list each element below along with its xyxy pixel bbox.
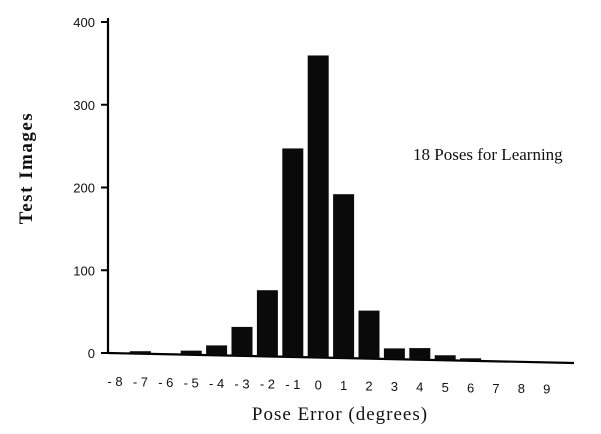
bar--3 <box>231 326 253 356</box>
x-tick-label: - 8 <box>107 374 122 389</box>
x-tick-label: 6 <box>467 380 474 395</box>
bars <box>129 55 507 362</box>
y-tick-labels: 0 100 200 300 400 <box>73 15 95 361</box>
bar-4 <box>409 348 431 360</box>
y-tick-label: 200 <box>73 181 95 196</box>
x-tick-label: 1 <box>340 378 347 393</box>
bar-6 <box>460 358 482 361</box>
x-tick-label: 4 <box>416 379 423 394</box>
x-tick-label: 2 <box>365 379 372 394</box>
bar--7 <box>129 351 151 354</box>
bar-5 <box>434 355 456 361</box>
x-tick-label: - 2 <box>260 377 275 392</box>
bar-2 <box>358 310 380 359</box>
y-axis-label: Test Images <box>16 112 37 224</box>
bar--6 <box>155 353 177 355</box>
y-tick-label: 0 <box>88 346 95 361</box>
y-axis <box>101 18 110 354</box>
x-tick-label: 8 <box>518 381 525 396</box>
bar--5 <box>180 350 202 355</box>
bar--4 <box>206 345 228 356</box>
x-tick-label: - 3 <box>234 376 249 391</box>
x-tick-label: - 4 <box>209 376 224 391</box>
x-tick-label: 9 <box>543 382 550 397</box>
x-tick-label: 5 <box>442 380 449 395</box>
bar--2 <box>256 290 278 357</box>
y-tick-label: 300 <box>73 98 95 113</box>
bar-3 <box>383 348 405 360</box>
x-tick-label: - 5 <box>184 375 199 390</box>
bar--1 <box>282 148 304 357</box>
bar-0 <box>307 55 329 358</box>
y-tick-label: 100 <box>73 263 95 278</box>
x-tick-label: 3 <box>391 379 398 394</box>
x-tick-label: - 7 <box>133 374 148 389</box>
x-axis-label: Pose Error (degrees) <box>252 404 428 425</box>
x-tick-label: 0 <box>315 378 322 393</box>
x-tick-label: - 6 <box>158 375 173 390</box>
x-tick-label: - 1 <box>285 377 300 392</box>
x-tick-label: 7 <box>492 381 499 396</box>
x-tick-labels: - 8 - 7 - 6 - 5 - 4 - 3 - 2 - 1 0 1 2 3 4 5 6 7 8 9 <box>107 374 550 397</box>
y-tick-label: 400 <box>73 15 95 30</box>
bar-7 <box>485 360 507 362</box>
annotation-text: 18 Poses for Learning <box>413 145 563 164</box>
bar-1 <box>333 194 355 359</box>
